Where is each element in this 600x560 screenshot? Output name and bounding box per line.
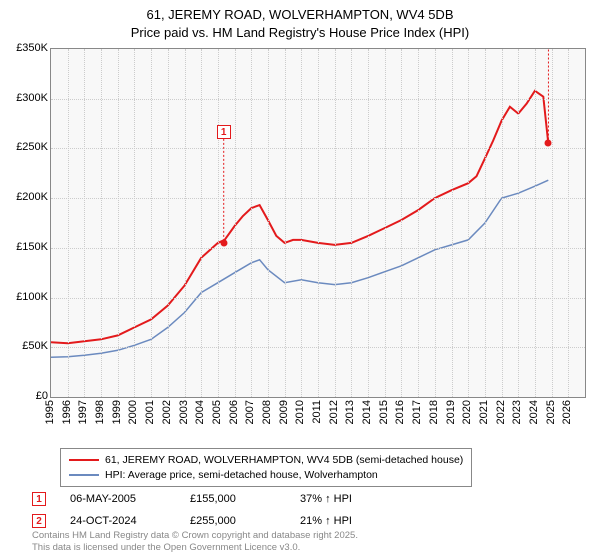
x-tick-label: 2011 [311, 400, 323, 424]
x-tick-label: 2013 [344, 400, 356, 424]
y-tick-label: £100K [2, 291, 48, 303]
x-tick-label: 2003 [178, 400, 190, 424]
sale-price: £255,000 [190, 515, 300, 527]
x-tick-label: 1996 [61, 400, 73, 424]
plot-area: 12 [50, 48, 586, 398]
series-property [51, 91, 549, 343]
x-tick-label: 2018 [428, 400, 440, 424]
legend-row: HPI: Average price, semi-detached house,… [69, 468, 463, 483]
x-tick-label: 2015 [378, 400, 390, 424]
sale-delta: 21% ↑ HPI [300, 515, 400, 527]
y-tick-label: £150K [2, 241, 48, 253]
sale-row: 2 24-OCT-2024 £255,000 21% ↑ HPI [32, 514, 400, 528]
x-tick-label: 2016 [394, 400, 406, 424]
y-tick-label: £200K [2, 191, 48, 203]
x-tick-label: 2006 [228, 400, 240, 424]
legend-swatch [69, 459, 99, 461]
x-tick-label: 2019 [445, 400, 457, 424]
x-tick-label: 2014 [361, 400, 373, 424]
legend-swatch [69, 474, 99, 476]
legend: 61, JEREMY ROAD, WOLVERHAMPTON, WV4 5DB … [60, 448, 472, 487]
chart-footer: Contains HM Land Registry data © Crown c… [32, 530, 358, 554]
x-tick-label: 2023 [511, 400, 523, 424]
x-tick-label: 2008 [261, 400, 273, 424]
x-tick-label: 2020 [461, 400, 473, 424]
x-tick-label: 2017 [411, 400, 423, 424]
footer-line: Contains HM Land Registry data © Crown c… [32, 530, 358, 542]
sale-price: £155,000 [190, 493, 300, 505]
sale-marker-1: 1 [217, 125, 231, 139]
title-line-2: Price paid vs. HM Land Registry's House … [0, 24, 600, 42]
sale-dot [220, 239, 227, 246]
y-tick-label: £0 [2, 390, 48, 402]
sale-date: 06-MAY-2005 [70, 493, 190, 505]
x-tick-label: 2009 [278, 400, 290, 424]
sale-date: 24-OCT-2024 [70, 515, 190, 527]
price-chart: 61, JEREMY ROAD, WOLVERHAMPTON, WV4 5DB … [0, 0, 600, 560]
sale-dot [545, 140, 552, 147]
y-tick-label: £50K [2, 340, 48, 352]
chart-title: 61, JEREMY ROAD, WOLVERHAMPTON, WV4 5DB … [0, 0, 600, 41]
x-tick-label: 2026 [561, 400, 573, 424]
sale-delta: 37% ↑ HPI [300, 493, 400, 505]
sale-row: 1 06-MAY-2005 £155,000 37% ↑ HPI [32, 492, 400, 506]
x-tick-label: 2004 [194, 400, 206, 424]
legend-label: HPI: Average price, semi-detached house,… [105, 468, 378, 483]
x-tick-label: 2022 [495, 400, 507, 424]
x-tick-label: 1997 [77, 400, 89, 424]
footer-line: This data is licensed under the Open Gov… [32, 542, 358, 554]
sale-marker-badge: 2 [32, 514, 46, 528]
x-tick-label: 2002 [161, 400, 173, 424]
y-tick-label: £250K [2, 141, 48, 153]
x-tick-label: 2012 [328, 400, 340, 424]
x-tick-label: 2005 [211, 400, 223, 424]
x-tick-label: 2010 [294, 400, 306, 424]
x-tick-label: 2024 [528, 400, 540, 424]
y-tick-label: £300K [2, 92, 48, 104]
x-tick-label: 1999 [111, 400, 123, 424]
x-tick-label: 2007 [244, 400, 256, 424]
x-tick-label: 1998 [94, 400, 106, 424]
x-tick-label: 2021 [478, 400, 490, 424]
legend-label: 61, JEREMY ROAD, WOLVERHAMPTON, WV4 5DB … [105, 453, 463, 468]
sale-marker-badge: 1 [32, 492, 46, 506]
x-tick-label: 2000 [127, 400, 139, 424]
title-line-1: 61, JEREMY ROAD, WOLVERHAMPTON, WV4 5DB [0, 6, 600, 24]
y-tick-label: £350K [2, 42, 48, 54]
x-tick-label: 2025 [545, 400, 557, 424]
x-tick-label: 1995 [44, 400, 56, 424]
x-tick-label: 2001 [144, 400, 156, 424]
legend-row: 61, JEREMY ROAD, WOLVERHAMPTON, WV4 5DB … [69, 453, 463, 468]
